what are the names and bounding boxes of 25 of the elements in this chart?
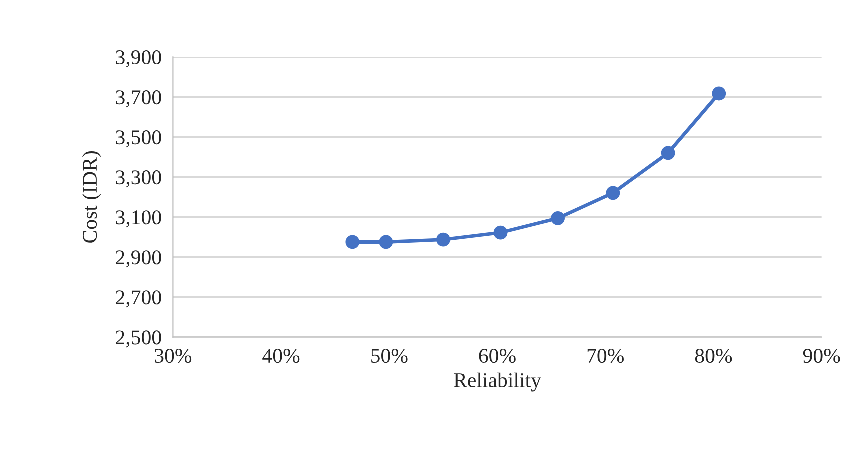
x-axis-title: Reliability bbox=[454, 372, 542, 392]
point bbox=[551, 211, 565, 226]
point bbox=[606, 186, 620, 200]
y-tick-label: 2,500 bbox=[116, 330, 162, 348]
point bbox=[346, 235, 360, 250]
x-tick-label: 70% bbox=[588, 348, 624, 364]
y-tick-label: 3,100 bbox=[116, 210, 162, 228]
x-tick-label: 40% bbox=[262, 348, 300, 364]
y-tick-label: 3,500 bbox=[116, 130, 162, 148]
point bbox=[379, 235, 394, 250]
x-tick-label: 90% bbox=[803, 348, 840, 364]
point bbox=[661, 146, 676, 160]
y-tick-label: 2,700 bbox=[116, 290, 162, 308]
x-tick-label: 60% bbox=[479, 348, 516, 364]
y-tick-label: 3,900 bbox=[116, 50, 162, 68]
x-tick-label: 50% bbox=[372, 348, 408, 364]
x-tick-label: 30% bbox=[155, 348, 192, 364]
y-tick-label: 3,300 bbox=[116, 170, 162, 188]
x-tick-label: 80% bbox=[695, 348, 732, 364]
point bbox=[712, 86, 726, 101]
y-axis-title: Cost (IDR) bbox=[82, 152, 102, 243]
point bbox=[494, 226, 508, 240]
y-tick-label: 2,900 bbox=[116, 250, 162, 268]
point bbox=[436, 232, 450, 247]
y-tick-label: 3,700 bbox=[116, 90, 162, 108]
